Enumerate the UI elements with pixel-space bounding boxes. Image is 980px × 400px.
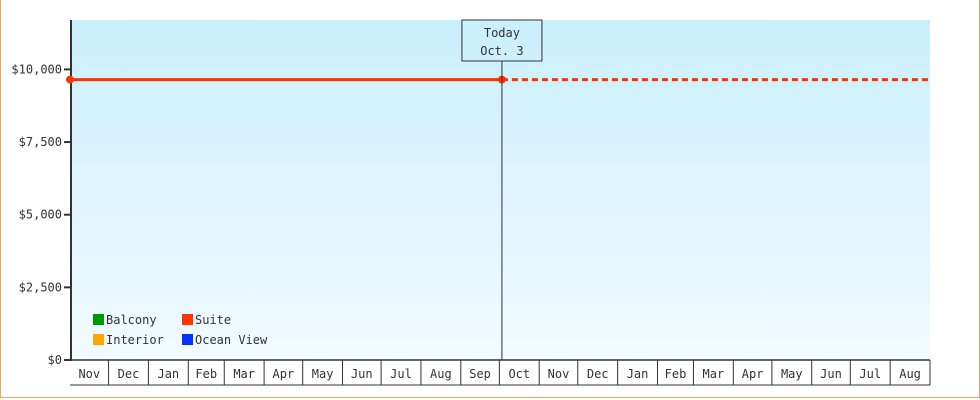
x-tick-label: Jun	[820, 367, 842, 381]
y-tick-label: $5,000	[19, 208, 62, 222]
today-label-box	[461, 19, 543, 62]
data-point	[66, 75, 74, 84]
legend-label: Balcony	[106, 313, 157, 327]
x-tick-label: Jan	[157, 367, 179, 381]
x-tick-label: Oct	[508, 367, 530, 381]
legend-label: Interior	[106, 333, 164, 347]
x-tick-label: Nov	[548, 367, 570, 381]
y-axis: $0 $2,500 $5,000 $7,500 $10,000	[11, 20, 72, 367]
legend-label: Ocean View	[195, 333, 268, 347]
today-date: Oct. 3	[480, 44, 523, 58]
today-label: Today	[484, 26, 520, 40]
x-tick-label: Apr	[273, 367, 295, 381]
x-tick-label: Dec	[587, 367, 609, 381]
legend-swatch-suite	[182, 314, 193, 325]
x-tick-label: Aug	[899, 367, 921, 381]
legend: Balcony Interior Suite Ocean View	[93, 313, 268, 347]
x-tick-label: May	[781, 367, 803, 381]
x-tick-label: Sep	[469, 367, 491, 381]
y-tick-label: $7,500	[19, 135, 62, 149]
x-tick-label: Mar	[703, 367, 725, 381]
x-tick-label: Jan	[627, 367, 649, 381]
legend-swatch-ocean-view	[182, 334, 193, 345]
x-tick-label: Nov	[78, 367, 100, 381]
plot-area	[71, 20, 930, 360]
series-layer	[66, 75, 930, 84]
y-tick-label: $10,000	[11, 62, 62, 76]
legend-swatch-interior	[93, 334, 104, 345]
x-tick-label: May	[312, 367, 334, 381]
x-tick-label: Jun	[351, 367, 373, 381]
x-tick-label: Aug	[430, 367, 452, 381]
x-tick-label: Dec	[118, 367, 140, 381]
legend-label: Suite	[195, 313, 231, 327]
x-tick-label: Jul	[859, 367, 881, 381]
x-axis: Nov Dec Jan Feb Mar Apr May Jun Jul Aug Sep Oct Nov D…	[70, 359, 931, 386]
today-marker: Today Oct. 3	[461, 19, 543, 360]
x-tick-label: Jul	[390, 367, 412, 381]
x-tick-label: Apr	[742, 367, 764, 381]
legend-swatch-balcony	[93, 314, 104, 325]
y-tick-label: $0	[48, 353, 62, 367]
x-tick-label: Mar	[233, 367, 255, 381]
x-tick-label: Feb	[195, 367, 217, 381]
x-tick-label: Feb	[665, 367, 687, 381]
y-tick-label: $2,500	[19, 280, 62, 294]
